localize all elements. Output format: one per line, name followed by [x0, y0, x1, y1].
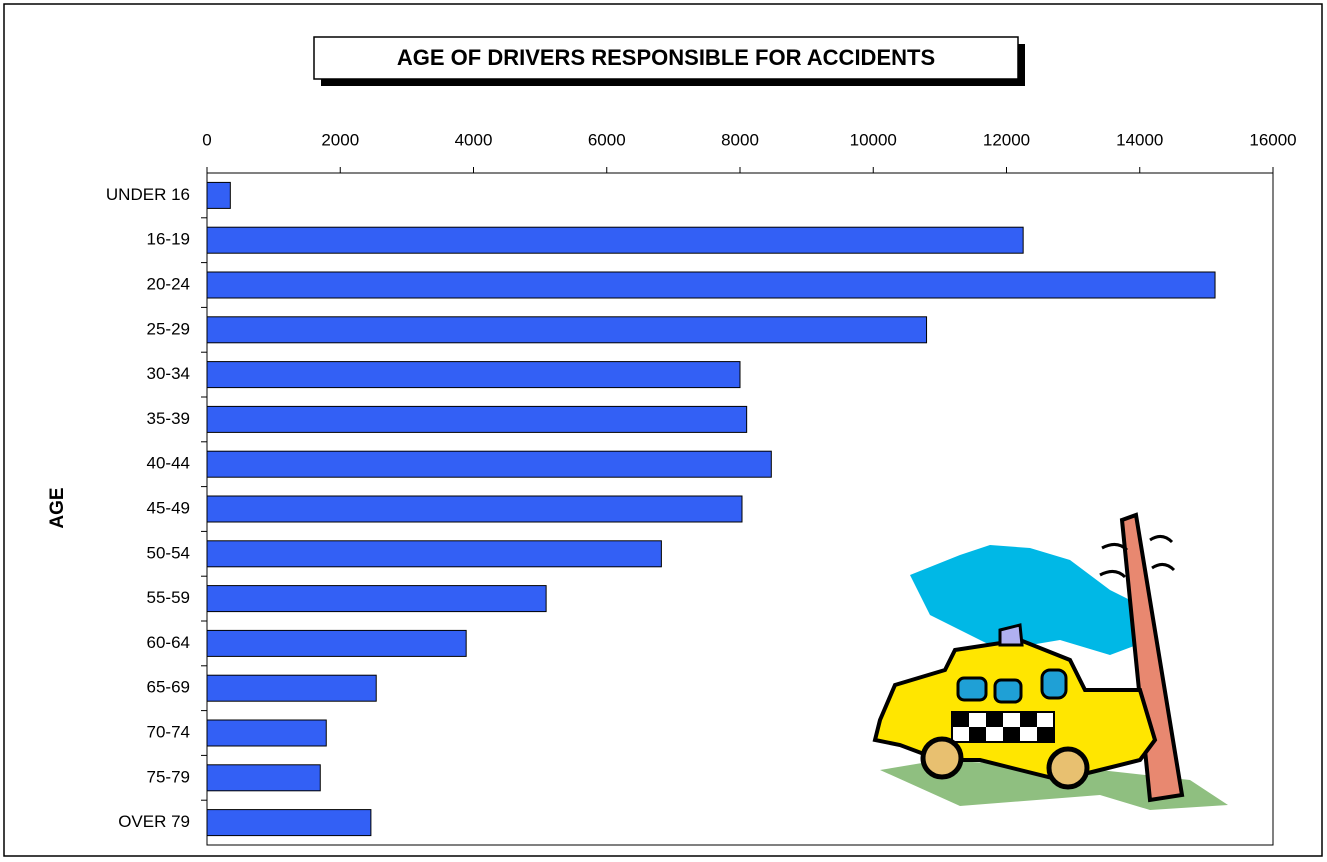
x-tick-label: 6000: [588, 130, 626, 149]
y-axis-label: AGE: [47, 487, 68, 528]
x-tick-label: 0: [202, 130, 211, 149]
y-tick-label: 35-39: [147, 409, 190, 428]
bar: [206, 629, 467, 657]
bar: [206, 450, 772, 478]
x-tick-label: 8000: [721, 130, 759, 149]
y-tick-label: 16-19: [147, 230, 190, 249]
y-tick-label: 50-54: [147, 543, 190, 562]
bar: [206, 316, 928, 344]
y-tick-label: OVER 79: [118, 812, 190, 831]
y-tick-label: 75-79: [147, 767, 190, 786]
bar: [206, 764, 321, 792]
bar: [206, 719, 327, 747]
y-tick-label: 70-74: [147, 722, 190, 741]
y-tick-label: 20-24: [147, 274, 190, 293]
y-tick-label: 45-49: [147, 498, 190, 517]
x-tick-label: 2000: [321, 130, 359, 149]
clip-art: [872, 512, 1228, 810]
y-tick-label: 65-69: [147, 678, 190, 697]
bar: [206, 271, 1216, 299]
y-tick-label: 40-44: [147, 454, 190, 473]
bar: [206, 405, 748, 433]
x-tick-label: 14000: [1116, 130, 1163, 149]
bar: [206, 585, 547, 613]
bar: [206, 540, 662, 568]
y-tick-label: 30-34: [147, 364, 190, 383]
y-tick-label: 55-59: [147, 588, 190, 607]
chart-title: AGE OF DRIVERS RESPONSIBLE FOR ACCIDENTS: [397, 45, 935, 70]
bar: [206, 674, 377, 702]
y-tick-label: 25-29: [147, 319, 190, 338]
x-tick-label: 10000: [850, 130, 897, 149]
bar: [206, 809, 372, 837]
y-tick-label: 60-64: [147, 633, 190, 652]
bar: [206, 495, 743, 523]
bar: [206, 226, 1024, 254]
x-tick-label: 4000: [455, 130, 493, 149]
bar: [206, 361, 741, 389]
bar: [206, 181, 231, 209]
title-box: [313, 36, 1019, 80]
y-tick-label: UNDER 16: [106, 185, 190, 204]
x-tick-label: 16000: [1249, 130, 1296, 149]
x-tick-label: 12000: [983, 130, 1030, 149]
